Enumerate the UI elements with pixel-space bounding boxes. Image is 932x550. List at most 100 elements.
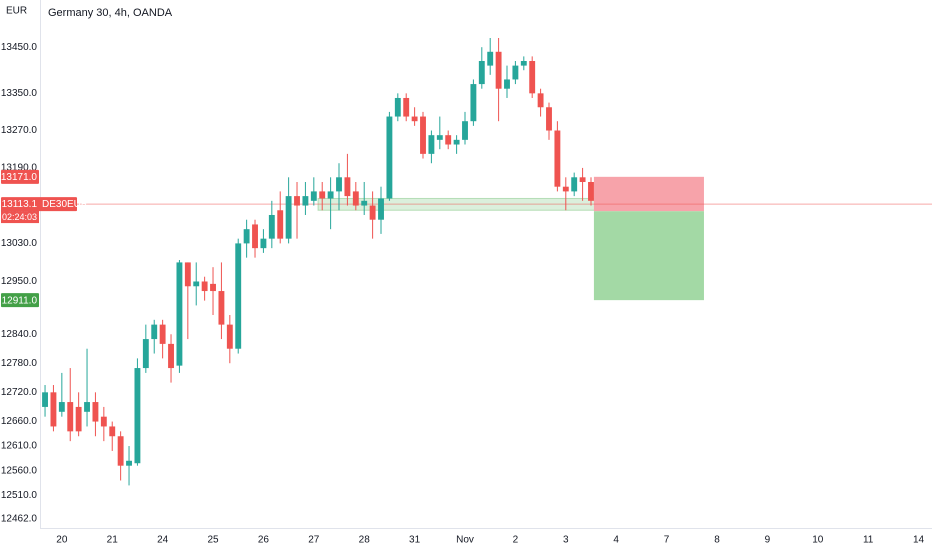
candle-body [42,392,48,407]
candle-body [428,135,435,154]
candle-body [327,191,334,199]
candle-body [361,200,368,206]
x-tick-label: 9 [765,535,771,546]
candle-body [294,196,300,206]
last-price-label: 13113.1 [2,199,38,210]
target-zone [593,211,704,301]
countdown-label: 02:24:03 [2,212,37,222]
currency-label: EUR [6,6,27,17]
candle-body [126,460,132,466]
y-tick-label: 13350.0 [1,88,38,99]
candle-body [420,116,426,154]
candle-body [252,224,258,249]
candle-body [588,181,594,201]
candle-body [470,84,477,122]
candle-body [537,93,544,108]
candle-body [529,60,536,94]
candle-body [436,135,443,140]
candle-body [512,65,519,80]
y-tick-label: 12950.0 [1,276,38,287]
candle-body [58,402,65,412]
candle-body [260,238,267,249]
y-tick-label: 12462.0 [1,514,38,525]
candle-body [134,368,141,464]
candle-body [520,60,527,66]
candle-body [100,416,107,427]
price-badge [1,293,39,308]
candle-body [411,116,418,122]
candle-body [487,51,494,66]
candle-body [235,243,242,349]
y-tick-label: 12610.0 [1,441,38,452]
candle-body [403,97,410,117]
candle-body [344,177,351,197]
candle-body [151,324,158,340]
y-tick-label: 13030.0 [1,238,38,249]
candle-body [142,339,149,369]
candle-body [453,139,460,145]
candle-body [369,205,376,220]
candle-body [159,324,166,344]
candle-body [277,210,284,239]
candle-body [268,214,275,239]
candle-body [478,60,485,85]
x-tick-label: 27 [308,535,320,546]
y-tick-label: 13190.0 [1,163,38,174]
y-tick-label: 12780.0 [1,358,38,369]
x-tick-label: 20 [56,535,68,546]
candle-body [109,426,116,437]
candle-body [210,283,216,292]
candle-body [193,281,200,287]
price-badge [1,169,39,184]
x-tick-label: Nov [456,535,474,546]
candle-body [75,406,82,432]
symbol-label: DE30EUR [42,199,88,210]
candle-body [378,198,384,220]
x-tick-label: 8 [714,535,720,546]
countdown-badge [1,211,39,224]
candle-body [445,135,452,145]
candle-body [310,191,317,201]
candle-body [352,191,359,206]
candle-body [285,196,292,239]
candle-body [218,291,225,325]
x-tick-label: 28 [359,535,371,546]
x-tick-label: 21 [107,535,119,546]
candle-body [117,436,124,466]
candle-body [201,281,208,292]
candle-body [226,324,233,349]
y-tick-label: 12840.0 [1,329,38,340]
candle-body [184,262,191,287]
last-price-badge [1,197,77,212]
x-tick-label: 24 [157,535,169,546]
candle-body [562,186,569,192]
candle-body [243,229,250,244]
chart-title: Germany 30, 4h, OANDA [48,7,173,19]
y-tick-label: 13270.0 [1,125,38,136]
price-badge-label: 12911.0 [2,295,38,306]
price-badge-label: 13171.0 [1,172,38,183]
y-tick-label: 12560.0 [1,465,38,476]
candle-body [554,130,561,187]
candle-body [546,107,552,131]
candle-body [67,402,74,432]
candle-body [302,196,309,206]
candle-body [394,97,401,117]
candle-body [50,392,57,427]
candle-body [579,177,586,182]
x-tick-label: 31 [409,535,421,546]
candle-body [336,177,342,192]
candle-body [168,343,174,369]
x-tick-label: 26 [258,535,270,546]
candle-body [571,177,578,192]
y-tick-label: 12510.0 [1,490,38,501]
x-tick-label: 25 [207,535,219,546]
candle-body [92,402,99,422]
candle-body [386,116,393,199]
candle-body [84,402,90,412]
x-tick-label: 4 [613,535,619,546]
candle-body [462,121,468,140]
candle-body [504,79,510,89]
